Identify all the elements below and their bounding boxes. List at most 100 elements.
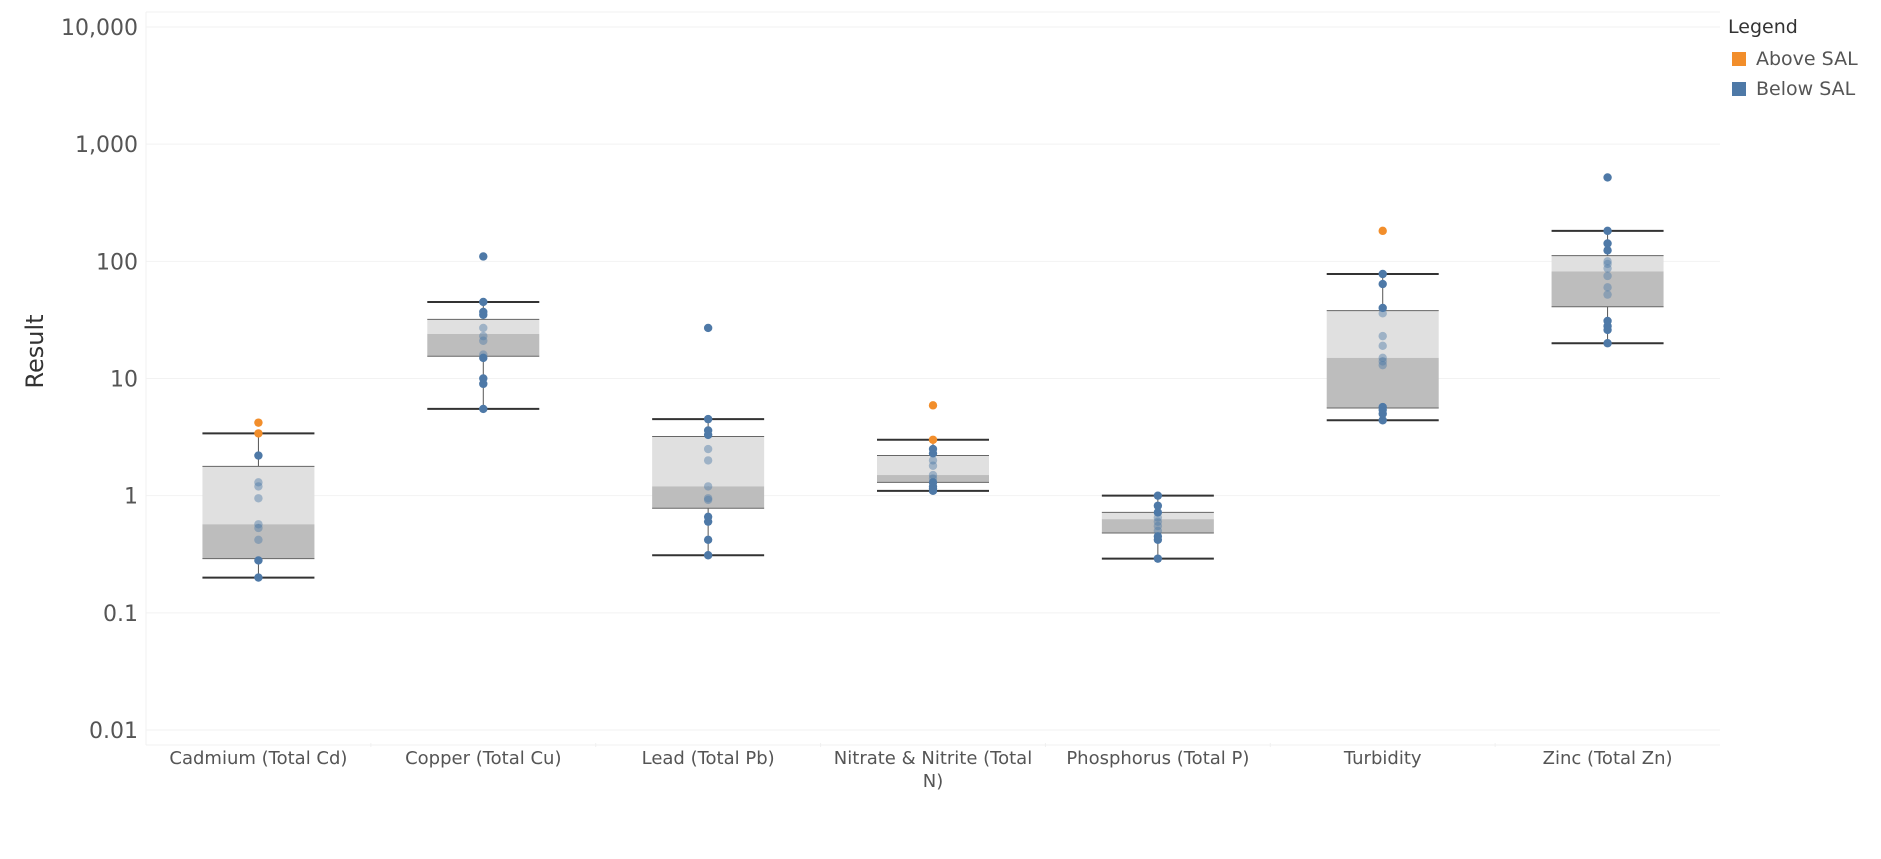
legend-swatch-above-sal (1732, 52, 1746, 66)
data-point-below-sal (1153, 517, 1163, 526)
data-point-below-sal (479, 323, 488, 333)
data-point-above-sal (254, 429, 263, 438)
data-point-above-sal (928, 401, 938, 410)
data-point-below-sal (1378, 341, 1387, 351)
data-point-below-sal (1603, 239, 1612, 248)
data-point-below-sal (1378, 303, 1387, 313)
box-upper (1326, 310, 1439, 358)
data-point-below-sal (479, 252, 488, 261)
data-point-below-sal (479, 336, 488, 345)
y-axis-title: Result (21, 314, 49, 388)
x-category-label: Phosphorus (Total P) (1066, 748, 1249, 769)
data-point-below-sal (254, 494, 263, 503)
data-point-below-sal (1153, 508, 1163, 517)
data-point-below-sal (703, 482, 713, 491)
y-tick-label: 1 (124, 485, 138, 510)
data-point-below-sal (479, 350, 488, 359)
data-point-below-sal (1378, 353, 1387, 363)
y-tick-label: 1,000 (75, 133, 138, 158)
data-point-below-sal (1153, 501, 1163, 510)
data-point-below-sal (1603, 283, 1612, 292)
data-point-below-sal (703, 495, 713, 505)
box-1 (427, 300, 540, 410)
data-point-below-sal (1378, 279, 1387, 289)
box-lower (202, 524, 315, 559)
box-lower (1326, 357, 1439, 409)
data-point-below-sal (1153, 554, 1163, 563)
x-category-label: Turbidity (1343, 748, 1422, 769)
data-point-below-sal (1378, 360, 1387, 370)
data-point-below-sal (1378, 402, 1387, 412)
data-point-below-sal (254, 573, 263, 582)
data-point-below-sal (254, 478, 263, 487)
data-point-below-sal (703, 426, 713, 435)
legend-item-above-sal[interactable]: Above SAL (1728, 44, 1878, 74)
x-category-label: Nitrate & Nitrite (Total (834, 748, 1032, 769)
box-lower (427, 333, 540, 357)
data-point-below-sal (928, 470, 938, 480)
data-point-above-sal (254, 418, 263, 427)
data-point-below-sal (479, 353, 488, 363)
box-upper (877, 455, 989, 476)
x-category-label: N) (923, 771, 944, 792)
data-point-above-sal (928, 435, 938, 444)
data-point-below-sal (1603, 257, 1612, 266)
box-upper (1551, 255, 1664, 272)
legend-label-above-sal: Above SAL (1756, 48, 1858, 70)
data-point-below-sal (703, 414, 713, 424)
data-point-below-sal (479, 331, 488, 341)
x-category-label: Lead (Total Pb) (642, 748, 775, 769)
data-point-below-sal (703, 456, 713, 465)
data-point-below-sal (1603, 290, 1612, 299)
box-lower (652, 486, 765, 509)
data-point-below-sal (703, 512, 713, 522)
data-point-below-sal (703, 323, 713, 333)
data-point-below-sal (1603, 226, 1612, 236)
legend-title: Legend (1728, 16, 1798, 38)
data-point-below-sal (1378, 357, 1387, 366)
data-point-below-sal (703, 551, 713, 560)
x-category-label: Zinc (Total Zn) (1543, 748, 1673, 769)
data-point-below-sal (1603, 246, 1612, 255)
data-point-below-sal (703, 494, 713, 503)
data-point-below-sal (479, 404, 488, 414)
data-point-below-sal (254, 523, 263, 533)
data-point-below-sal (928, 474, 938, 483)
box-2 (652, 418, 765, 557)
y-tick-label: 0.1 (103, 602, 138, 627)
data-point-below-sal (928, 461, 938, 470)
data-point-below-sal (254, 556, 263, 565)
data-point-below-sal (1378, 416, 1387, 425)
data-point-below-sal (1603, 259, 1612, 269)
box-upper (427, 319, 540, 334)
data-point-below-sal (1378, 269, 1387, 279)
legend: Legend Above SAL Below SAL (1728, 16, 1878, 104)
data-point-below-sal (1603, 339, 1612, 348)
box-lower (1101, 519, 1214, 534)
x-category-label: Copper (Total Cu) (405, 748, 561, 769)
data-point-below-sal (1378, 331, 1387, 341)
legend-item-below-sal[interactable]: Below SAL (1728, 74, 1878, 104)
data-point-below-sal (1153, 526, 1163, 536)
data-point-below-sal (479, 307, 488, 317)
y-tick-label: 100 (96, 250, 138, 275)
box-5 (1326, 272, 1439, 422)
data-point-below-sal (928, 444, 938, 454)
data-point-below-sal (703, 444, 713, 454)
box-lower (1551, 271, 1664, 307)
y-tick-label: 0.01 (89, 719, 138, 744)
data-point-below-sal (1603, 316, 1612, 326)
data-point-below-sal (1603, 173, 1612, 182)
data-point-below-sal (703, 535, 713, 545)
y-tick-label: 10,000 (61, 16, 138, 41)
data-point-below-sal (479, 374, 488, 383)
box-upper (652, 436, 765, 487)
data-point-below-sal (1153, 491, 1163, 500)
y-tick-label: 10 (110, 368, 138, 393)
x-category-label: Cadmium (Total Cd) (169, 748, 347, 769)
data-point-below-sal (479, 297, 488, 307)
data-point-below-sal (1603, 264, 1612, 273)
data-point-below-sal (254, 520, 263, 529)
